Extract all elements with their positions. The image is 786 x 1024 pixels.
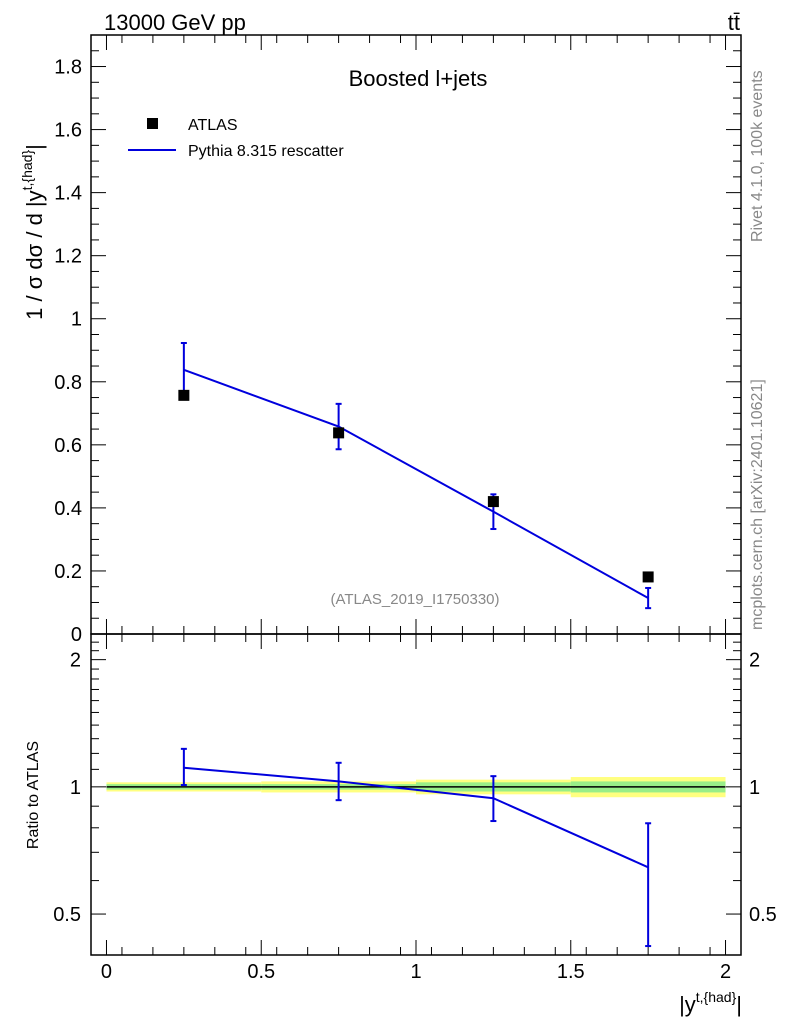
ratio-ylabel: Ratio to ATLAS	[25, 741, 42, 849]
main-marks	[178, 342, 654, 610]
atlas-data-point	[487, 496, 499, 508]
main-panel: 0 0.2 0.4 0.6 0.8 1 1.2 1.4 1.6 1.8 Boosted l+jet…	[19, 34, 742, 646]
main-ytick-label: 1	[71, 309, 82, 331]
ratio-mc-line	[183, 766, 649, 869]
main-ytick-label: 1.6	[54, 120, 82, 142]
ratio-xtick-label: 1.5	[557, 961, 585, 983]
ratio-bands	[106, 777, 726, 798]
rivet-version-label: Rivet 4.1.0, 100k events	[749, 70, 766, 242]
ratio-xtick-label: 2	[720, 961, 731, 983]
ratio-marks	[180, 747, 652, 948]
atlas-data-point	[642, 571, 654, 583]
legend-atlas-marker	[147, 118, 158, 129]
main-title: Boosted l+jets	[349, 66, 488, 91]
main-ytick-label: 0.4	[54, 498, 82, 520]
legend-atlas-label: ATLAS	[188, 117, 238, 134]
main-ticks: 0 0.2 0.4 0.6 0.8 1 1.2 1.4 1.6 1.8	[54, 35, 742, 646]
x-axis-label: |yt,{had}|	[679, 989, 742, 1017]
ratio-ytick-label: 1	[70, 777, 81, 799]
ratio-ytick-label-right: 1	[749, 777, 760, 799]
legend-mc-label: Pythia 8.315 rescatter	[188, 143, 344, 160]
main-ytick-label: 1.8	[54, 57, 82, 79]
ratio-ytick-label-right: 2	[749, 650, 760, 672]
mc-line	[183, 368, 649, 599]
ratio-ticks: 0 0.5 1 1.5 2 0.5 0.5 1 1 2 2	[53, 634, 777, 983]
ratio-xtick-label: 0.5	[247, 961, 275, 983]
main-ylabel: 1 / σ dσ / d |yt,{had}|	[19, 144, 47, 320]
process-label: tt̄	[728, 10, 740, 35]
ratio-panel: 0 0.5 1 1.5 2 0.5 0.5 1 1 2 2 Ratio to ATLAS |yt,{…	[25, 633, 777, 1017]
legend: ATLAS Pythia 8.315 rescatter	[128, 117, 344, 160]
analysis-watermark: (ATLAS_2019_I1750330)	[330, 591, 499, 608]
ratio-ytick-label-right: 0.5	[749, 904, 777, 926]
ratio-xtick-label: 0	[101, 961, 112, 983]
mcplots-label: mcplots.cern.ch [arXiv:2401.10621]	[749, 379, 766, 630]
svg-text:|yt,{had}|: |yt,{had}|	[679, 989, 742, 1017]
main-ytick-label: 0.6	[54, 435, 82, 457]
main-ytick-label: 0	[71, 624, 82, 646]
energy-label: 13000 GeV pp	[104, 10, 246, 35]
ratio-xtick-label: 1	[410, 961, 421, 983]
main-ytick-label: 1.2	[54, 246, 82, 268]
main-ytick-label: 0.8	[54, 372, 82, 394]
atlas-data-point	[333, 427, 345, 439]
main-ytick-label: 0.2	[54, 561, 82, 583]
atlas-data-point	[178, 389, 190, 401]
ratio-ytick-label: 2	[70, 650, 81, 672]
ratio-ytick-label: 0.5	[53, 904, 81, 926]
main-ytick-label: 1.4	[54, 183, 82, 205]
svg-text:1 / σ dσ / d |yt,{had}|: 1 / σ dσ / d |yt,{had}|	[19, 144, 47, 320]
